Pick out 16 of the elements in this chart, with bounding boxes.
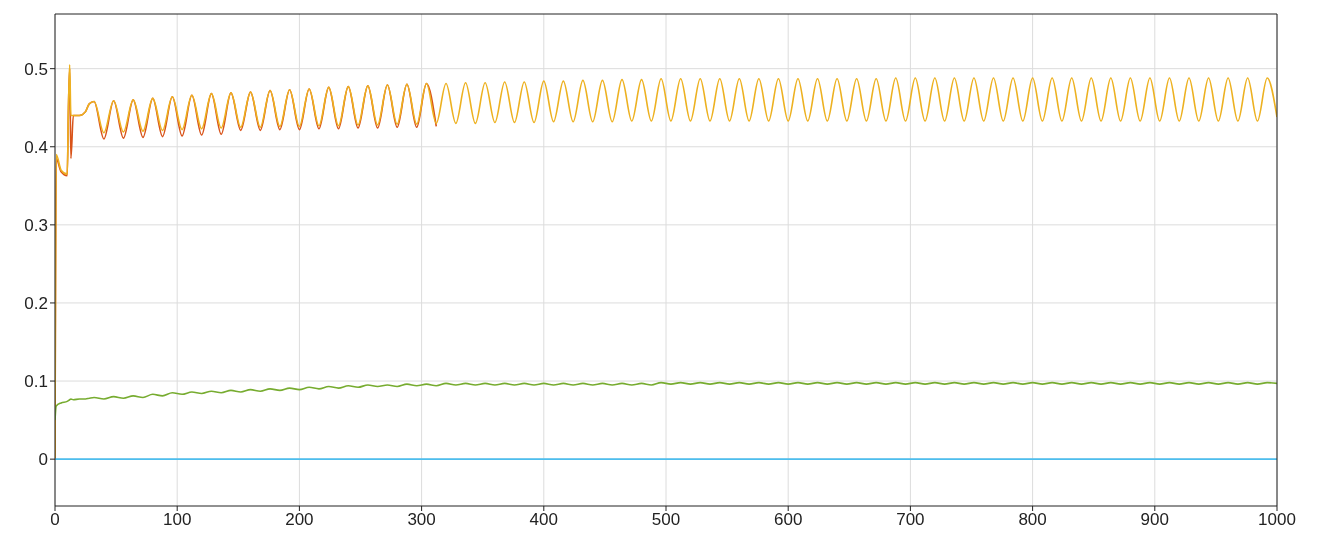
- y-tick-label: 0.4: [24, 137, 48, 157]
- y-tick-label: 0.3: [24, 215, 48, 235]
- y-tick-label: 0: [38, 450, 48, 470]
- y-tick-label: 0.2: [24, 293, 48, 313]
- x-tick-label: 100: [163, 510, 192, 530]
- x-tick-label: 600: [774, 510, 803, 530]
- x-tick-label: 700: [896, 510, 925, 530]
- x-tick-label: 200: [285, 510, 314, 530]
- y-tick-label: 0.1: [24, 372, 48, 392]
- x-tick-label: 800: [1018, 510, 1047, 530]
- x-tick-label: 300: [407, 510, 436, 530]
- y-tick-label: 0.5: [24, 59, 48, 79]
- x-tick-label: 900: [1140, 510, 1169, 530]
- x-tick-label: 400: [529, 510, 558, 530]
- x-tick-label: 500: [651, 510, 681, 530]
- x-tick-label: 1000: [1258, 510, 1296, 530]
